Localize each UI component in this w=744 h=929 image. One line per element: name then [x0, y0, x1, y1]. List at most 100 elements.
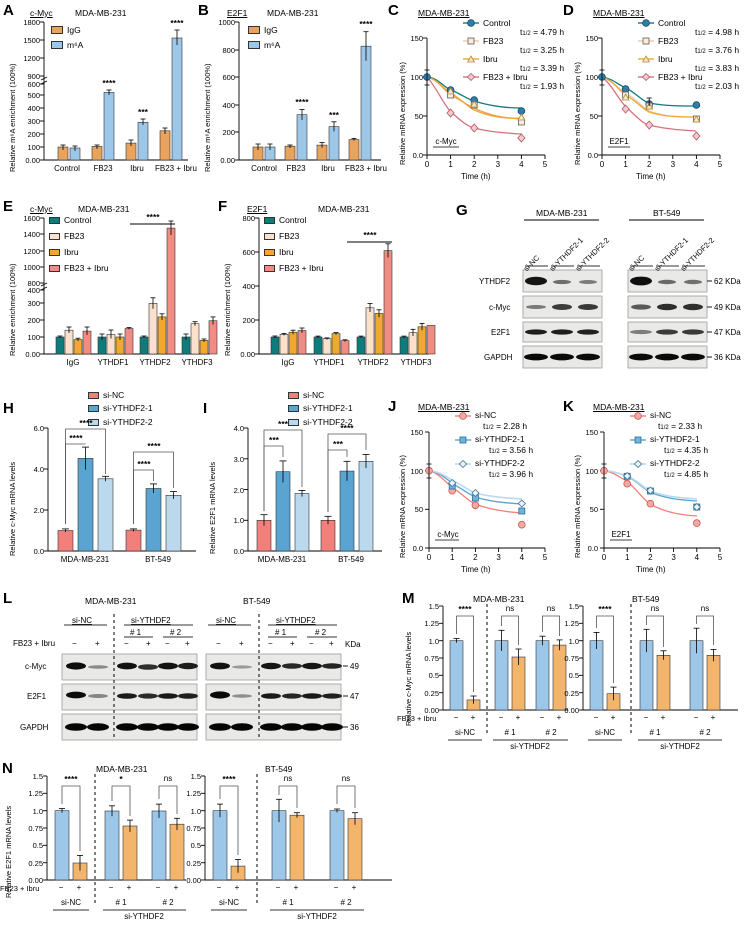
panel-a-ytick-300: 300: [27, 117, 40, 126]
panel-c-legend-label-control: Control: [483, 18, 511, 28]
panel-k-legend-label-si2: si-YTHDF2-2: [650, 458, 700, 468]
panel-m-ytick-0: 0.00: [424, 706, 439, 715]
panel-k-ytick-100: 100: [585, 467, 598, 476]
panel-c-ytick-150: 150: [410, 34, 423, 43]
panel-n-sig-bt-1: ns: [283, 774, 293, 783]
panel-n: N MDA-MB-231 BT-549 Relative E2F1 mRNA l…: [0, 758, 400, 929]
panel-n-sign-mda-1-minus: −: [108, 883, 114, 892]
panel-b-letter: B: [198, 2, 209, 19]
panel-h-plot: [44, 427, 196, 552]
panel-a-ytick-1200: 1200: [23, 54, 40, 63]
panel-i: I Relative E2F1 mRNA levels 0.0 1.0 2.0 …: [200, 390, 385, 588]
panel-a-ytick-500: 500: [27, 91, 40, 100]
panel-k-ytick-0: 0.0: [587, 544, 598, 553]
panel-n-ytick-025: 0.25: [28, 859, 43, 868]
panel-n-group-bt-2: # 2: [340, 898, 352, 907]
panel-l-sign-4: +: [146, 639, 151, 648]
panel-c-letter: C: [388, 2, 399, 19]
panel-i-sig-bt-1: ***: [333, 439, 343, 449]
panel-i-xtick-mda: MDA-MB-231: [257, 555, 307, 564]
panel-k-thalf-sinc: t1/2 = 2.33 h: [658, 421, 703, 431]
panel-a-letter: A: [3, 2, 14, 19]
panel-f-plot: [255, 217, 436, 355]
panel-n-cellline-2: BT-549: [265, 764, 293, 774]
panel-c-thalf-combo-value: = 1.93 h: [533, 81, 565, 91]
panel-n-ytick2-0: 0.00: [186, 876, 201, 885]
panel-e-legend-label-control: Control: [64, 215, 92, 225]
panel-n-sig-mda-1: *: [119, 774, 123, 784]
panel-h-sig-bt-1: ****: [137, 459, 151, 469]
panel-d-thalf-combo: t1/2 = 2.03 h: [695, 81, 740, 91]
panel-a-legend-label-igg: IgG: [67, 25, 81, 35]
panel-l-protein-e2f1: E2F1: [27, 692, 47, 701]
panel-e-gene: c-Myc: [30, 204, 53, 214]
panel-n-sig-mda-2: ns: [163, 774, 173, 783]
panel-d-legend-label-control: Control: [658, 18, 686, 28]
panel-g: G MDA-MB-231 BT-549: [431, 196, 744, 396]
panel-i-sig-mda-2: ***: [278, 419, 288, 429]
panel-h-ytick-2: 2.0: [33, 506, 44, 515]
panel-d-xlabel: Time (h): [636, 172, 666, 181]
panel-d-legend-symbols: [638, 19, 654, 82]
panel-c: C MDA-MB-231 Relative mRNA expression (%…: [385, 0, 565, 195]
panel-j-thalf-sinc: t1/2 = 2.28 h: [483, 421, 528, 431]
panel-n-ytick-0: 0.00: [28, 876, 43, 885]
panel-n-sign-mda-1-plus: +: [126, 883, 132, 892]
panel-g-cellline-1: MDA-MB-231: [536, 208, 588, 218]
panel-b-xtick-fb23: FB23: [286, 164, 306, 173]
panel-g-kda-62: 62 KDa: [714, 277, 741, 286]
panel-d-thalf-fb23-value: = 3.76 h: [708, 45, 740, 55]
panel-n-sign-bt-2-plus: +: [351, 883, 357, 892]
panel-h-legend-label-si2: si-YTHDF2-2: [103, 417, 153, 427]
panel-k-xtick-5: 5: [717, 553, 723, 562]
panel-d-xtick-3: 3: [670, 160, 676, 169]
panel-f-ytick-600: 600: [242, 248, 255, 257]
panel-n-sign-bt-1-plus: +: [293, 883, 299, 892]
panel-n-treatment-label: FB23 + Ibru: [0, 884, 40, 893]
panel-k-ytick-150: 150: [585, 428, 598, 437]
panel-c-thalf-fb23: t1/2 = 3.25 h: [520, 45, 565, 55]
panel-b-gene: E2F1: [227, 8, 248, 18]
panel-m-ytick2-125: 1.25: [564, 619, 579, 628]
panel-i-xtick-bt: BT-549: [338, 555, 364, 564]
panel-c-thalf-ibru: t1/2 = 3.39 h: [520, 63, 565, 73]
panel-d-xtick-0: 0: [599, 160, 605, 169]
panel-e-xtick-igg: IgG: [66, 358, 80, 367]
panel-b-legend-label-igg: IgG: [264, 25, 278, 35]
panel-l-letter: L: [3, 590, 13, 607]
panel-j-xtick-0: 0: [426, 553, 432, 562]
panel-l-sub-2b: # 2: [315, 628, 327, 637]
panel-i-ytick-4: 4.0: [233, 424, 244, 433]
panel-e-letter: E: [3, 198, 14, 215]
panel-d-thalf-control-value: = 4.98 h: [708, 27, 740, 37]
panel-f-legend-label-control: Control: [279, 215, 307, 225]
panel-n-sign-mda-2-plus: +: [173, 883, 179, 892]
panel-e-xtick-ythdf3: YTHDF3: [181, 358, 213, 367]
panel-n-bottom-label-mda: si-YTHDF2: [124, 912, 164, 921]
panel-m-plot: [439, 604, 738, 741]
panel-m-sign-bt-1-plus: +: [660, 713, 666, 722]
panel-k-thalf-si2-value: = 4.85 h: [677, 469, 709, 479]
panel-b-sig-ibru: ***: [329, 110, 339, 120]
panel-k-xlabel: Time (h): [636, 565, 666, 574]
panel-c-plot: [423, 37, 546, 159]
panel-j-cellline: MDA-MB-231: [418, 402, 470, 412]
panel-a-ytick-600: 600: [27, 80, 40, 89]
panel-a-plot: [40, 21, 188, 161]
panel-a-legend-swatch-igg: [51, 26, 63, 34]
panel-a-xtick-fb23: FB23: [93, 164, 113, 173]
panel-d-ytick-0: 0.0: [587, 151, 598, 160]
panel-c-xtick-5: 5: [542, 160, 548, 169]
panel-j-legend-label-sinc: si-NC: [475, 410, 497, 420]
panel-f-legend-label-fb23: FB23: [279, 231, 300, 241]
panel-j-ytick-0: 0.0: [412, 544, 423, 553]
panel-m-cellline-1: MDA-MB-231: [473, 594, 525, 604]
panel-d-ytick-100: 100: [585, 73, 598, 82]
panel-m-sig-bt-1: ns: [650, 604, 660, 613]
panel-k-xtick-4: 4: [694, 553, 700, 562]
panel-m-sig-mda-2: ns: [546, 604, 556, 613]
panel-d-legend-label-fb23: FB23: [658, 36, 679, 46]
panel-d-ytick-150: 150: [585, 34, 598, 43]
panel-l-sub-1b: # 1: [275, 628, 287, 637]
panel-a-cellline: MDA-MB-231: [75, 8, 127, 18]
